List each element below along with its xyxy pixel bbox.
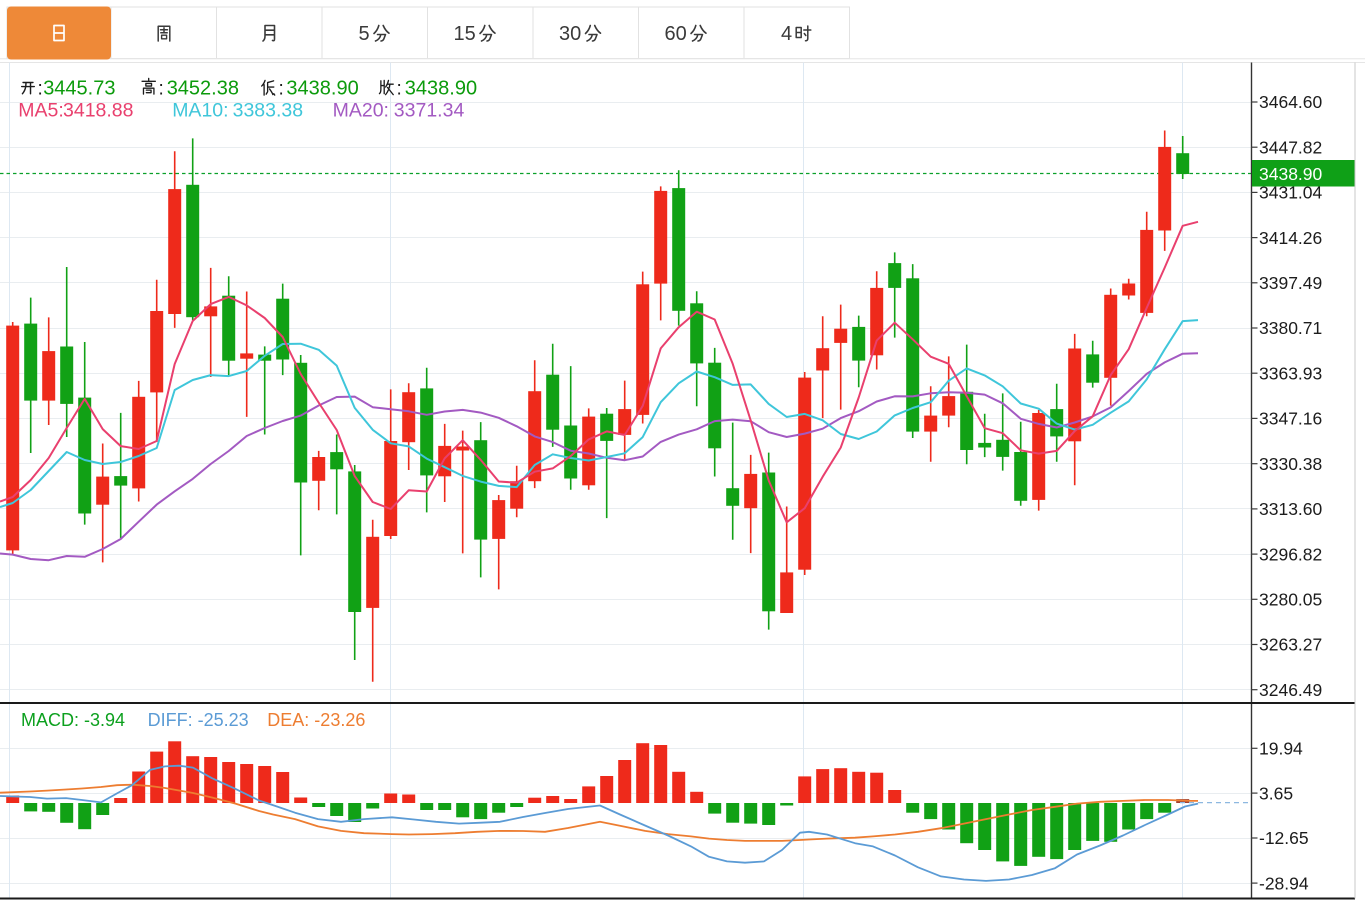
svg-text:MA20:: MA20: <box>333 100 389 122</box>
svg-text:3313.60: 3313.60 <box>1259 499 1323 519</box>
svg-text:5: 5 <box>359 23 370 45</box>
svg-text:MA5:: MA5: <box>18 100 64 122</box>
svg-text:19.94: 19.94 <box>1259 739 1303 759</box>
svg-text:60: 60 <box>665 23 687 45</box>
svg-text:-12.65: -12.65 <box>1259 828 1309 848</box>
svg-text:MA10:: MA10: <box>172 100 228 122</box>
svg-text:3452.38: 3452.38 <box>167 78 239 100</box>
svg-text:3445.73: 3445.73 <box>43 78 115 100</box>
svg-text:3414.26: 3414.26 <box>1259 228 1322 248</box>
svg-text::: : <box>159 79 164 100</box>
svg-text::: : <box>38 79 43 100</box>
svg-text:3.65: 3.65 <box>1259 783 1293 803</box>
svg-text:3380.71: 3380.71 <box>1259 318 1322 338</box>
svg-text::: : <box>397 79 402 100</box>
svg-text:MACD: -3.94: MACD: -3.94 <box>21 710 125 730</box>
svg-text:DEA: -23.26: DEA: -23.26 <box>267 710 365 730</box>
svg-text:3418.88: 3418.88 <box>63 100 134 122</box>
svg-text:3280.05: 3280.05 <box>1259 590 1322 610</box>
svg-text:3371.34: 3371.34 <box>394 100 465 122</box>
svg-text:3383.38: 3383.38 <box>233 100 304 122</box>
svg-text:30: 30 <box>559 23 581 45</box>
svg-text:3464.60: 3464.60 <box>1259 92 1323 112</box>
svg-text:3447.82: 3447.82 <box>1259 137 1322 157</box>
svg-text::: : <box>279 79 284 100</box>
svg-text:4: 4 <box>781 23 792 45</box>
svg-text:3438.90: 3438.90 <box>286 78 358 100</box>
svg-text:3347.16: 3347.16 <box>1259 409 1322 429</box>
svg-text:3438.90: 3438.90 <box>405 78 477 100</box>
svg-text:15: 15 <box>454 23 476 45</box>
svg-text:3330.38: 3330.38 <box>1259 454 1322 474</box>
svg-text:DIFF: -25.23: DIFF: -25.23 <box>148 710 249 730</box>
svg-text:-28.94: -28.94 <box>1259 873 1309 893</box>
svg-text:3246.49: 3246.49 <box>1259 680 1322 700</box>
svg-text:3263.27: 3263.27 <box>1259 635 1322 655</box>
svg-text:3363.93: 3363.93 <box>1259 363 1322 383</box>
svg-text:3397.49: 3397.49 <box>1259 273 1322 293</box>
svg-text:3438.90: 3438.90 <box>1259 164 1323 184</box>
svg-text:3296.82: 3296.82 <box>1259 544 1322 564</box>
svg-text:3431.04: 3431.04 <box>1259 183 1323 203</box>
